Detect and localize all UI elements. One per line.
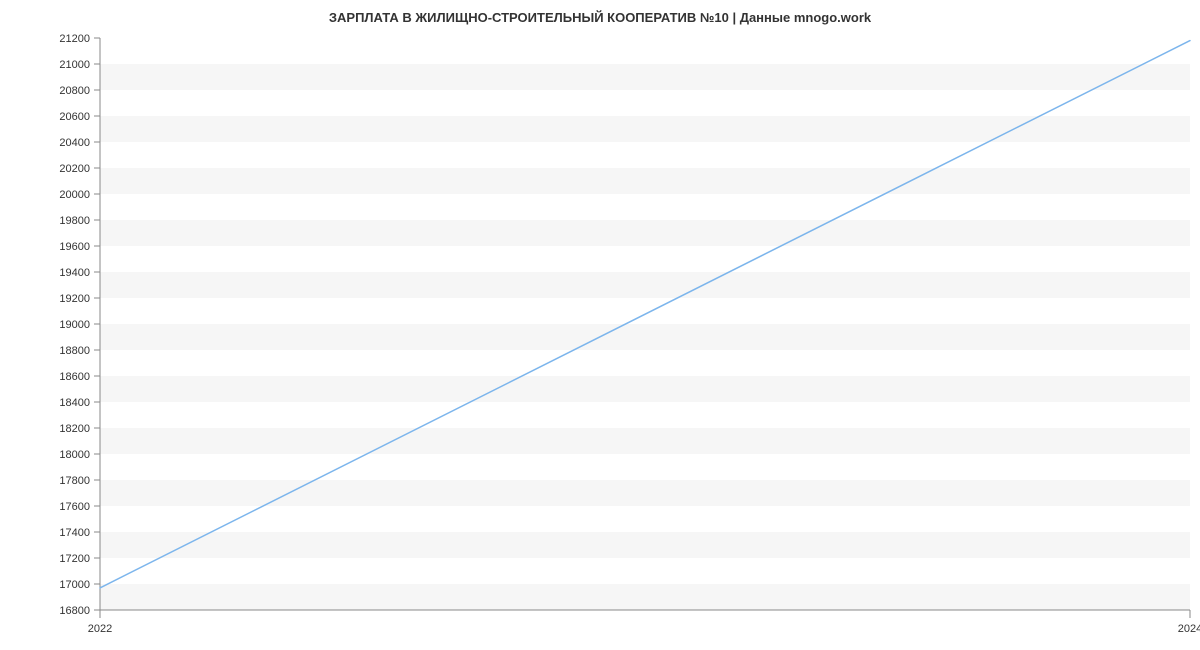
svg-text:17000: 17000 bbox=[59, 579, 90, 591]
svg-text:2022: 2022 bbox=[88, 623, 112, 635]
svg-text:21000: 21000 bbox=[59, 59, 90, 71]
svg-text:20600: 20600 bbox=[59, 111, 90, 123]
svg-text:20400: 20400 bbox=[59, 137, 90, 149]
svg-text:20000: 20000 bbox=[59, 189, 90, 201]
svg-text:17400: 17400 bbox=[59, 527, 90, 539]
salary-line-chart: ЗАРПЛАТА В ЖИЛИЩНО-СТРОИТЕЛЬНЫЙ КООПЕРАТ… bbox=[0, 0, 1200, 650]
svg-text:19600: 19600 bbox=[59, 241, 90, 253]
svg-text:19400: 19400 bbox=[59, 267, 90, 279]
svg-text:21200: 21200 bbox=[59, 33, 90, 45]
svg-text:17800: 17800 bbox=[59, 475, 90, 487]
svg-text:17600: 17600 bbox=[59, 501, 90, 513]
svg-text:18800: 18800 bbox=[59, 345, 90, 357]
svg-text:19000: 19000 bbox=[59, 319, 90, 331]
svg-text:18400: 18400 bbox=[59, 397, 90, 409]
svg-text:18600: 18600 bbox=[59, 371, 90, 383]
svg-text:18200: 18200 bbox=[59, 423, 90, 435]
chart-svg: 16800 17000 17200 17400 17600 17800 18000 18200… bbox=[0, 0, 1200, 650]
svg-text:2024: 2024 bbox=[1178, 623, 1200, 635]
svg-text:17200: 17200 bbox=[59, 553, 90, 565]
svg-text:16800: 16800 bbox=[59, 605, 90, 617]
svg-text:20800: 20800 bbox=[59, 85, 90, 97]
svg-text:18000: 18000 bbox=[59, 449, 90, 461]
svg-text:19800: 19800 bbox=[59, 215, 90, 227]
chart-title: ЗАРПЛАТА В ЖИЛИЩНО-СТРОИТЕЛЬНЫЙ КООПЕРАТ… bbox=[0, 10, 1200, 25]
svg-text:20200: 20200 bbox=[59, 163, 90, 175]
svg-text:19200: 19200 bbox=[59, 293, 90, 305]
